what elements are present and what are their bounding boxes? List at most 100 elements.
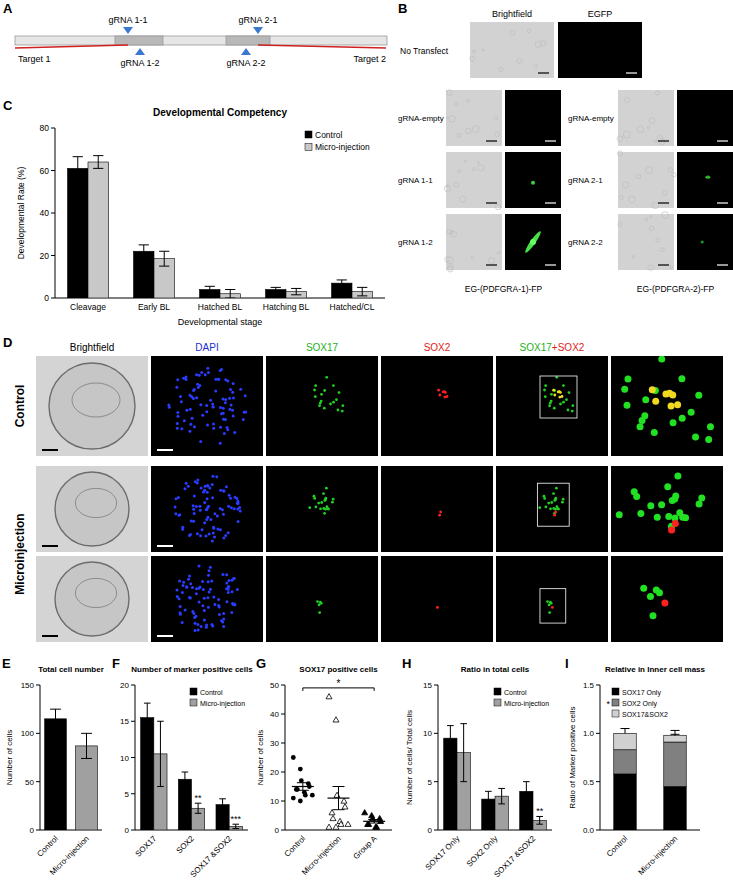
scale-bar: [157, 545, 173, 547]
y-tick: [51, 128, 55, 129]
scale-bar: [42, 635, 58, 637]
cell-texture: [472, 126, 479, 133]
grna-site: [241, 48, 251, 55]
sox17-signal: [338, 391, 341, 394]
embryo-outline: [55, 472, 129, 546]
nucleus: [190, 395, 193, 398]
cell-texture: [446, 185, 448, 187]
sox17-signal: [653, 586, 660, 593]
nucleus: [225, 573, 228, 576]
point: [303, 793, 308, 798]
x-tick-label: SOX17 Only: [424, 834, 462, 872]
error-bar: [536, 816, 543, 824]
nucleus: [233, 577, 236, 580]
target-label: Target 2: [353, 54, 386, 64]
y-tick-label: 60: [40, 166, 50, 176]
nucleus: [219, 489, 222, 492]
bar: [664, 735, 687, 742]
x-axis-label: Developmental stage: [178, 317, 263, 327]
error-bar: [81, 733, 92, 758]
y-tick-label: 40: [270, 710, 279, 719]
error-bar: [671, 730, 680, 735]
nucleus: [227, 585, 230, 588]
fluorescence-image: [611, 356, 723, 456]
zoom-image: [640, 585, 668, 620]
sox17-signal: [323, 389, 326, 392]
nucleus: [210, 623, 213, 626]
fluorescence-image: [381, 466, 493, 552]
sox2-signal: [668, 403, 675, 410]
nucleus: [201, 604, 204, 607]
y-tick: [596, 685, 600, 686]
y-tick-label: 40: [40, 208, 50, 218]
nucleus: [182, 581, 185, 584]
y-tick: [281, 714, 285, 715]
nucleus: [231, 409, 234, 412]
nucleus: [235, 497, 238, 500]
sox17-signal: [319, 601, 322, 604]
panel-label: H: [402, 656, 411, 671]
sox17-signal: [318, 404, 321, 407]
y-tick-label: 0: [125, 826, 130, 835]
cell-texture: [527, 29, 531, 33]
nucleus: [230, 506, 233, 509]
nucleus: [211, 539, 214, 542]
brightfield-image: [36, 556, 148, 642]
y-tick-label: 20: [120, 681, 129, 690]
nucleus: [181, 591, 184, 594]
nucleus: [181, 621, 184, 624]
sox17-signal: [658, 501, 665, 508]
fluorescence-image: [496, 466, 608, 552]
nucleus: [189, 423, 192, 426]
cell-texture: [648, 265, 654, 271]
egfp-image: [677, 214, 733, 270]
column-header: SOX17: [306, 342, 339, 353]
nucleus: [219, 406, 222, 409]
nucleus: [202, 490, 205, 493]
sox17-signal: [543, 495, 546, 498]
scale-bar: [545, 202, 556, 203]
cell-texture: [510, 30, 515, 35]
y-tick: [131, 793, 135, 794]
error-bar: [225, 290, 235, 299]
nucleus: [223, 432, 226, 435]
error-bar: [159, 251, 169, 266]
bar: [614, 733, 637, 749]
cell-texture: [662, 212, 669, 219]
cell-texture: [646, 167, 653, 174]
nucleus: [222, 536, 225, 539]
nucleus: [224, 398, 227, 401]
significance: *: [606, 699, 610, 709]
point: [329, 810, 335, 815]
nucleus: [209, 588, 212, 591]
cell-texture: [466, 99, 469, 102]
nucleus: [206, 497, 209, 500]
sox17-signal: [320, 501, 323, 504]
sox17-signal: [313, 389, 316, 392]
marks: [68, 156, 373, 298]
sox17-signal: [561, 501, 564, 504]
x-tick-label: Micro-injection: [300, 834, 343, 877]
cell-texture: [473, 50, 476, 53]
sox17-signal: [314, 395, 317, 398]
bar: [45, 719, 67, 830]
nucleus: [192, 389, 195, 392]
y-tick: [281, 685, 285, 686]
significance: **: [195, 793, 203, 803]
nucleus: [220, 368, 223, 371]
cell-texture: [465, 128, 471, 134]
nucleus: [212, 405, 215, 408]
chart-title: Relative in Inner cell mass: [605, 665, 706, 674]
sox17-signal: [323, 499, 326, 502]
nucleus: [217, 598, 220, 601]
nucleus: [234, 603, 237, 606]
significance: *: [337, 678, 341, 689]
nucleus: [213, 536, 216, 539]
error-bar: [357, 287, 367, 296]
sox2-signal: [553, 394, 556, 397]
nucleus: [224, 378, 227, 381]
sox17-signal: [639, 417, 646, 424]
nucleus: [205, 535, 208, 538]
y-tick: [434, 685, 438, 686]
nucleus: [203, 521, 206, 524]
